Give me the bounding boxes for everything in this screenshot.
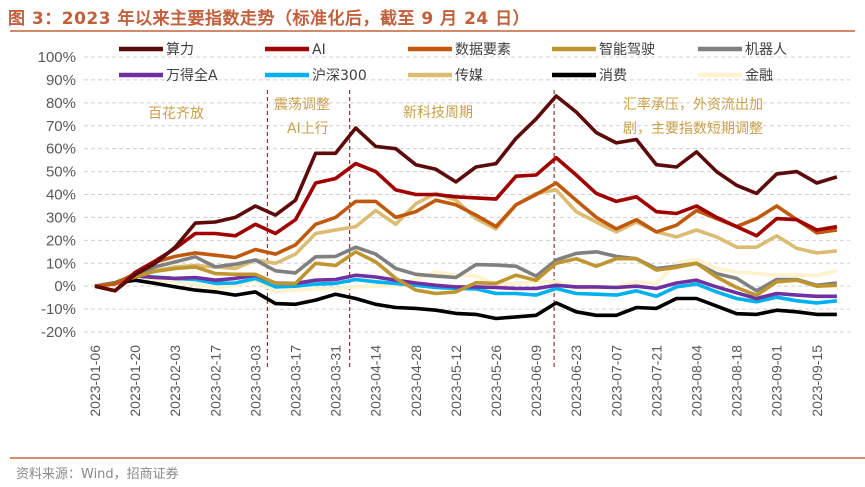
phase-dividers xyxy=(266,90,555,368)
y-tick-label: -20% xyxy=(41,324,76,341)
legend-item: 沪深300 xyxy=(265,68,367,84)
annotations: 百花齐放 震荡调整 AI上行 新科技周期 汇率承压，外资流出加 剧，主要指数短期… xyxy=(148,96,763,137)
annotation-phase4-line2: 剧，主要指数短期调整 xyxy=(623,121,763,137)
series-line-金融 xyxy=(94,257,838,294)
x-tick-label: 2023-04-28 xyxy=(408,345,424,417)
x-tick-label: 2023-03-03 xyxy=(247,345,263,417)
y-tick-label: -10% xyxy=(41,301,76,318)
legend-label: 传媒 xyxy=(455,68,483,84)
y-axis-labels: 100% 90% 80% 70% 60% 50% 40% 30% 20% 10% 0% -10% -20… xyxy=(38,49,76,341)
x-tick-label: 2023-09-15 xyxy=(809,345,825,417)
legend-label: 沪深300 xyxy=(312,68,367,84)
legend-item: 数据要素 xyxy=(408,42,511,58)
x-tick-label: 2023-07-21 xyxy=(648,345,664,417)
series-line-机器人 xyxy=(94,245,838,293)
title-divider xyxy=(10,30,855,32)
legend-label: 智能驾驶 xyxy=(599,42,655,58)
y-tick-label: 100% xyxy=(38,49,76,66)
y-tick-label: 30% xyxy=(46,209,76,226)
x-tick-label: 2023-08-18 xyxy=(729,345,745,417)
annotation-phase2-line2: AI上行 xyxy=(287,121,329,137)
annotation-phase4-line1: 汇率承压，外资流出加 xyxy=(623,96,763,113)
x-tick-label: 2023-08-04 xyxy=(689,345,705,417)
series-line-消费 xyxy=(94,278,837,321)
x-tick-label: 2023-05-12 xyxy=(448,345,464,417)
y-tick-label: 20% xyxy=(46,232,76,249)
legend-item: 智能驾驶 xyxy=(552,42,655,58)
y-tick-label: 60% xyxy=(46,141,76,158)
legend-label: 消费 xyxy=(599,68,627,84)
legend-item: 金融 xyxy=(698,68,773,84)
annotation-phase2-line1: 震荡调整 xyxy=(274,97,330,113)
legend-label: 数据要素 xyxy=(455,42,511,58)
series-line-AI xyxy=(94,156,838,293)
annotation-phase1: 百花齐放 xyxy=(148,106,204,122)
x-tick-label: 2023-06-09 xyxy=(528,345,544,417)
series-line-智能驾驶 xyxy=(94,250,837,298)
legend-label: 算力 xyxy=(166,42,194,58)
legend-item: 万得全A xyxy=(119,67,218,84)
x-tick-label: 2023-02-17 xyxy=(207,345,223,417)
x-tick-label: 2023-02-03 xyxy=(167,345,183,417)
y-tick-label: 80% xyxy=(46,95,76,112)
figure-title: 图 3：2023 年以来主要指数走势（标准化后，截至 9 月 24 日） xyxy=(8,9,531,29)
x-tick-label: 2023-01-20 xyxy=(127,345,143,417)
y-tick-label: 90% xyxy=(46,72,76,89)
x-tick-label: 2023-06-23 xyxy=(568,345,584,417)
series-line-算力 xyxy=(94,94,838,293)
y-tick-label: 70% xyxy=(46,118,76,135)
source-note: 资料来源：Wind，招商证券 xyxy=(16,467,179,482)
y-tick-label: 40% xyxy=(46,187,76,204)
legend-label: 机器人 xyxy=(745,42,787,58)
legend-label: 金融 xyxy=(745,68,773,84)
x-axis-labels: 2023-01-06 2023-01-20 2023-02-03 2023-02-17… xyxy=(87,345,825,417)
legend-label: 万得全A xyxy=(166,67,218,84)
x-tick-label: 2023-07-07 xyxy=(608,345,624,417)
x-tick-label: 2023-03-31 xyxy=(328,345,344,417)
legend-item: 消费 xyxy=(552,68,627,84)
annotation-phase3: 新科技周期 xyxy=(403,105,473,121)
x-tick-label: 2023-04-14 xyxy=(368,345,384,417)
x-tick-label: 2023-05-26 xyxy=(488,345,504,417)
legend-item: 传媒 xyxy=(408,68,483,84)
legend-item: 算力 xyxy=(119,42,194,58)
series-lines xyxy=(94,94,838,321)
legend-item: AI xyxy=(265,42,326,58)
x-tick-label: 2023-03-17 xyxy=(288,345,304,417)
footer-divider xyxy=(10,457,865,459)
y-tick-label: 0% xyxy=(54,278,76,295)
y-tick-label: 50% xyxy=(46,164,76,181)
x-tick-label: 2023-01-06 xyxy=(87,345,103,417)
legend-item: 机器人 xyxy=(698,42,787,58)
x-tick-label: 2023-09-01 xyxy=(769,345,785,417)
y-tick-label: 10% xyxy=(46,255,76,272)
legend-label: AI xyxy=(312,42,326,58)
